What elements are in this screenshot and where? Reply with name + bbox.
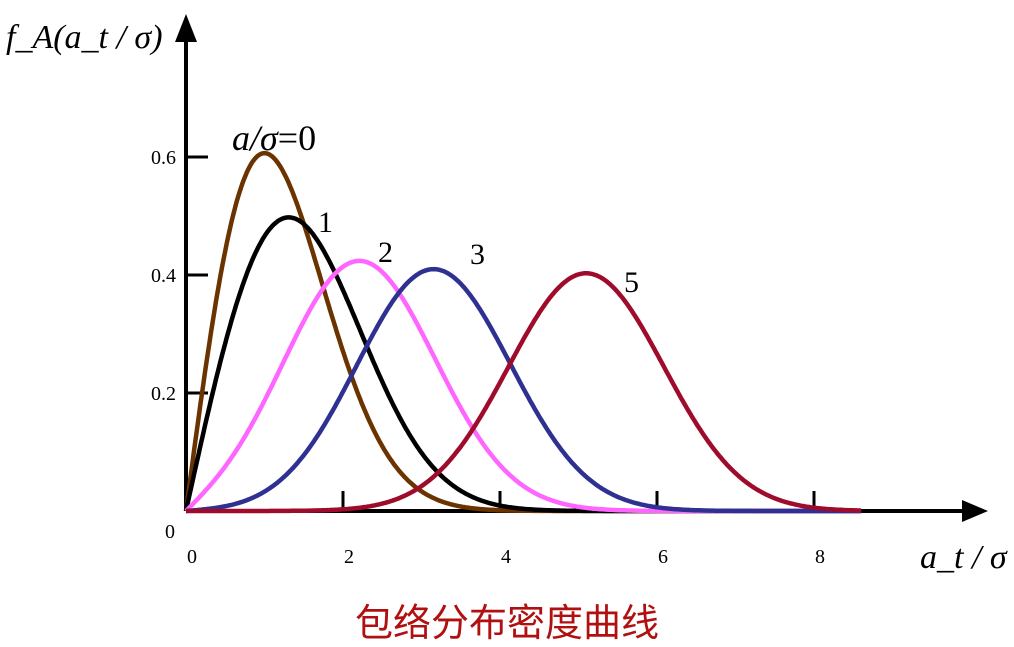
x-tick-label: 4 [501,546,511,568]
curve-1 [183,215,862,514]
caption: 包络分布密度曲线 [354,601,659,645]
curve-label-3: 3 [470,238,485,271]
y-axis-label: f_A(a_t / σ) [6,19,163,56]
y-axis-arrow [175,14,197,42]
x-tick-label: 6 [658,546,668,568]
x-axis-arrow [962,500,988,522]
curves [183,150,862,514]
x-tick-label: 0 [187,546,197,568]
curve-label-1: 1 [318,206,333,239]
curve-4 [185,271,862,514]
chart: 0.2 0.4 0.6 0 2 4 6 8 0 a/σ=0 1 2 3 5 f_A(a_t / σ) a_t … [6,14,1008,576]
curve-label-4: 5 [624,266,639,299]
curve-label-2: 2 [378,236,393,269]
x-tick-label: 2 [344,546,354,568]
curve-label-0: a/σ=0 [232,118,316,158]
y-tick-label: 0.6 [151,147,176,169]
axes [175,14,988,522]
y-tick-label: 0.2 [151,383,176,405]
x-axis-label: a_t / σ [920,539,1008,576]
labels: 0.2 0.4 0.6 0 2 4 6 8 0 a/σ=0 1 2 3 5 f_A(a_t / σ) a_t … [6,19,1008,576]
curve-0 [183,150,862,514]
y-tick-label: 0.4 [151,265,176,287]
origin-label: 0 [165,521,175,543]
curve-3 [185,266,862,514]
x-tick-label: 8 [815,546,825,568]
